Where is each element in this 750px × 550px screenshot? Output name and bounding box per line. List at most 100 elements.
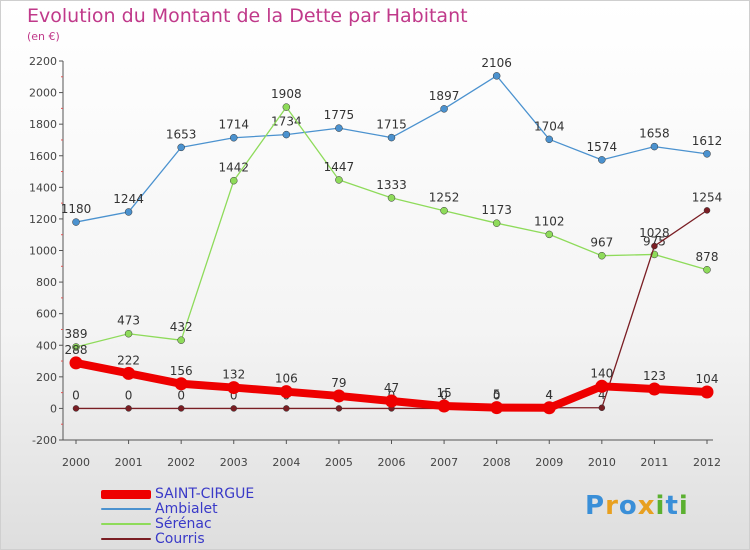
data-label-courris: 0 (72, 388, 80, 402)
data-point-s-r-nac (177, 336, 185, 344)
data-point-courris (177, 405, 185, 412)
data-label-s-r-nac: 975 (643, 234, 666, 248)
data-point-saint-cirgue (227, 381, 241, 395)
data-point-ambialet (598, 156, 606, 164)
data-point-s-r-nac (230, 176, 238, 185)
data-label-courris: 4 (598, 388, 606, 402)
x-tick-label: 2001 (115, 456, 143, 469)
data-label-s-r-nac: 473 (117, 314, 140, 328)
x-tick-label: 2011 (640, 456, 668, 469)
data-point-s-r-nac (124, 329, 133, 338)
data-label-ambialet: 1897 (429, 89, 460, 103)
data-point-ambialet (335, 124, 343, 132)
x-tick-label: 2003 (220, 456, 248, 469)
data-label-ambialet: 1715 (376, 118, 407, 132)
data-point-saint-cirgue (542, 401, 556, 415)
data-point-saint-cirgue (647, 382, 661, 396)
y-tick-label: 1200 (29, 213, 57, 226)
legend-item-serenac: Sérénac (101, 517, 212, 531)
data-point-ambialet (440, 105, 448, 113)
legend-label-courris: Courris (155, 531, 205, 547)
y-tick-label: 1800 (29, 118, 57, 131)
y-tick-label: -200 (32, 434, 57, 447)
y-tick-label: 1600 (29, 150, 57, 163)
data-point-saint-cirgue (174, 377, 188, 391)
data-label-s-r-nac: 432 (170, 320, 193, 334)
data-point-s-r-nac (703, 266, 711, 274)
x-tick-label: 2005 (325, 456, 353, 469)
data-point-s-r-nac (492, 219, 501, 227)
data-label-saint-cirgue: 156 (170, 364, 193, 378)
data-point-ambialet (492, 72, 501, 80)
data-point-courris (703, 207, 711, 214)
legend-swatch-serenac (101, 523, 151, 525)
data-point-saint-cirgue (700, 385, 714, 399)
data-point-saint-cirgue (279, 385, 293, 399)
data-label-saint-cirgue: 47 (384, 381, 399, 395)
data-label-s-r-nac: 389 (65, 327, 88, 341)
data-point-s-r-nac (72, 343, 80, 351)
x-tick-label: 2012 (693, 456, 721, 469)
data-point-saint-cirgue (122, 366, 136, 380)
data-point-saint-cirgue (385, 394, 398, 408)
y-tick-label: 600 (36, 308, 57, 321)
chart-title: Evolution du Montant de la Dette par Hab… (27, 5, 468, 27)
data-point-saint-cirgue (332, 389, 346, 403)
data-point-courris (335, 405, 343, 412)
data-point-courris (230, 405, 237, 412)
data-point-ambialet (230, 133, 238, 142)
y-tick-label: 0 (50, 402, 57, 415)
data-label-s-r-nac: 1333 (376, 178, 407, 192)
legend-swatch-courris (101, 538, 151, 540)
data-label-s-r-nac: 1908 (271, 87, 302, 101)
data-point-ambialet (387, 133, 396, 142)
data-label-s-r-nac: 1442 (218, 161, 249, 175)
data-label-s-r-nac: 878 (696, 250, 719, 264)
legend-label-serenac: Sérénac (155, 516, 212, 532)
data-point-s-r-nac (440, 206, 448, 215)
x-tick-label: 2006 (378, 456, 406, 469)
data-point-ambialet (282, 130, 291, 139)
y-tick-label: 800 (36, 276, 57, 289)
y-tick-label: 200 (36, 371, 57, 384)
data-label-saint-cirgue: 123 (643, 369, 666, 383)
data-point-courris (651, 242, 658, 250)
data-label-s-r-nac: 1252 (429, 191, 460, 205)
y-tick-label: 1400 (29, 181, 57, 194)
data-label-ambialet: 1574 (587, 140, 618, 154)
data-point-saint-cirgue (69, 356, 83, 370)
data-label-saint-cirgue: 15 (436, 386, 451, 400)
data-point-s-r-nac (282, 103, 291, 111)
x-tick-label: 2009 (535, 456, 563, 469)
y-tick-label: 2200 (29, 55, 57, 68)
data-point-ambialet (177, 143, 185, 152)
legend-item-saint-cirgue: SAINT-CIRGUE (101, 487, 254, 501)
data-label-saint-cirgue: 104 (696, 372, 719, 386)
y-tick-label: 400 (36, 339, 57, 352)
data-label-ambialet: 2106 (481, 56, 512, 70)
legend-label-saint-cirgue: SAINT-CIRGUE (155, 486, 255, 502)
legend-swatch-saint-cirgue (101, 489, 151, 499)
x-tick-label: 2004 (272, 456, 300, 469)
data-label-saint-cirgue: 132 (222, 368, 245, 382)
data-point-ambialet (650, 142, 659, 151)
data-label-ambialet: 1775 (324, 108, 355, 122)
data-label-s-r-nac: 967 (590, 236, 613, 250)
data-point-ambialet (545, 135, 553, 144)
data-label-ambialet: 1653 (166, 127, 197, 141)
legend-item-courris: Courris (101, 532, 205, 546)
data-point-saint-cirgue (490, 401, 504, 415)
data-label-ambialet: 1244 (113, 192, 144, 206)
data-point-s-r-nac (335, 176, 343, 184)
data-label-courris: 1028 (639, 226, 670, 240)
data-label-courris: 4 (545, 388, 553, 402)
y-tick-label: 1000 (29, 245, 57, 258)
data-label-saint-cirgue: 222 (117, 353, 140, 367)
data-label-saint-cirgue: 4 (545, 388, 553, 402)
x-tick-label: 2002 (167, 456, 195, 469)
data-label-saint-cirgue: 106 (275, 372, 298, 386)
data-point-s-r-nac (387, 194, 396, 202)
data-label-saint-cirgue: 140 (590, 366, 613, 380)
